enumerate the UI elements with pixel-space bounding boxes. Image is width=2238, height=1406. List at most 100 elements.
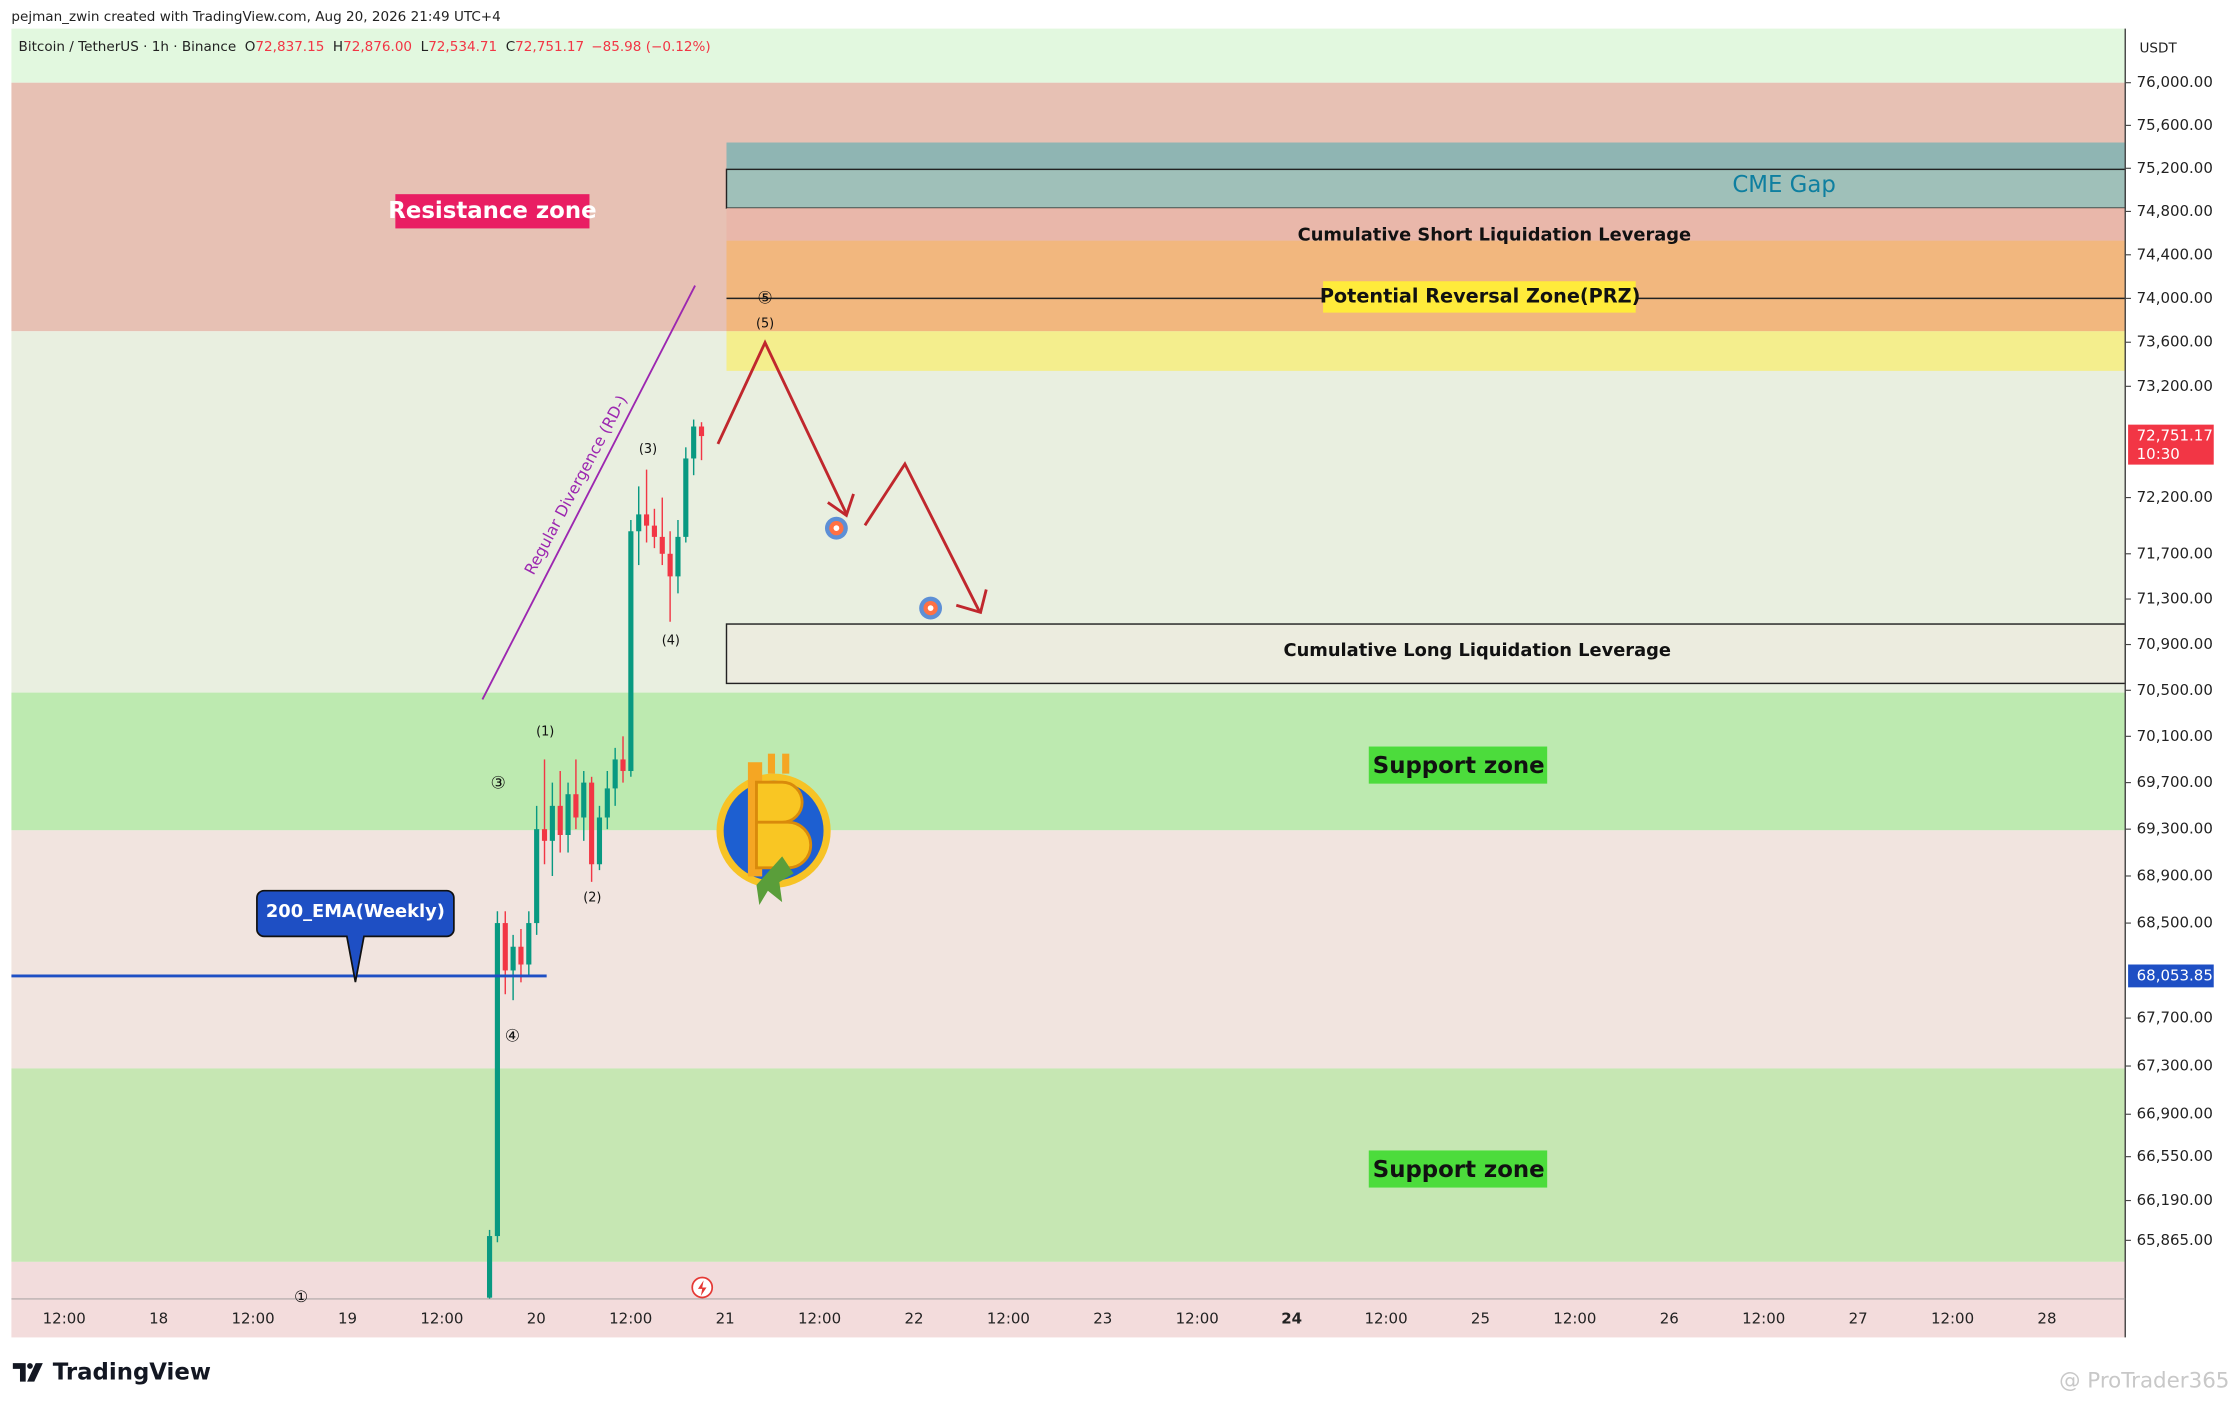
x-tick-label: 24 <box>1281 1309 1302 1327</box>
label-box <box>1368 1150 1548 1188</box>
candle-body <box>502 923 508 971</box>
ema-callout: 200_EMA(Weekly) <box>256 889 455 983</box>
y-tick-label: 66,550.00 <box>2137 1147 2213 1165</box>
wave-label: (4) <box>662 633 680 648</box>
y-tick-label: 74,400.00 <box>2137 245 2213 263</box>
zone <box>11 1261 2126 1299</box>
zone-label: Cumulative Long Liquidation Leverage <box>1284 640 1671 661</box>
candle-body <box>573 794 579 818</box>
ema-price-tag <box>2128 964 2214 988</box>
projection-box <box>726 331 2126 371</box>
x-axis: 12:00 18 12:00 19 12:00 20 12:00 21 12:00 22 12:00… <box>43 1309 2057 1327</box>
x-tick-label: 19 <box>338 1309 357 1327</box>
y-tick-label: 70,100.00 <box>2137 727 2213 745</box>
candle-body <box>526 923 532 965</box>
x-tick-label: 12:00 <box>1176 1309 1219 1327</box>
candle-body <box>549 805 555 841</box>
candle-body <box>659 536 665 554</box>
candle-body <box>494 923 500 1237</box>
y-tick-label: 74,800.00 <box>2137 202 2213 220</box>
zone <box>11 830 2126 1069</box>
last-price-label: 72,751.17 <box>2137 427 2213 445</box>
zones <box>11 28 2126 1299</box>
y-tick-label: 69,700.00 <box>2137 773 2213 791</box>
wave-label: ③ <box>490 774 505 794</box>
candle-body <box>612 759 618 789</box>
ema-price-label: 68,053.85 <box>2137 966 2213 984</box>
candle-body <box>589 782 595 865</box>
symbol-line: Bitcoin / TetherUS · 1h · Binance O72,837… <box>19 39 711 55</box>
x-tick-label: 18 <box>149 1309 168 1327</box>
y-axis: 76,000.00 75,600.00 75,200.00 74,800.00 74,4… <box>2125 73 2214 1249</box>
candle-body <box>628 531 634 772</box>
arrow-head <box>827 493 855 518</box>
x-tick-label: 25 <box>1471 1309 1490 1327</box>
brand-logo <box>12 1363 43 1382</box>
candle-body <box>691 426 697 459</box>
x-tick-label: 12:00 <box>987 1309 1030 1327</box>
x-tick-label: 12:00 <box>1742 1309 1785 1327</box>
zone <box>11 692 2126 831</box>
candle-body <box>636 514 642 532</box>
callout-shape <box>256 889 455 983</box>
y-tick-label: 68,900.00 <box>2137 866 2213 884</box>
x-tick-label: 27 <box>1849 1309 1868 1327</box>
candle-body <box>510 946 516 971</box>
wave-label: ① <box>294 1287 308 1306</box>
zone-label: CME Gap <box>1732 172 1836 198</box>
ohlc-value: 72,751.17 <box>515 39 584 55</box>
candle-body <box>534 829 540 924</box>
x-tick-label: 12:00 <box>1364 1309 1407 1327</box>
y-tick-label: 70,900.00 <box>2137 635 2213 653</box>
projection-box <box>726 208 2126 241</box>
ohlc-key: L <box>421 39 429 55</box>
y-tick-label: 67,700.00 <box>2137 1009 2213 1027</box>
ohlc-key: H <box>333 39 343 55</box>
x-tick-label: 20 <box>527 1309 546 1327</box>
y-tick-label: 73,200.00 <box>2137 377 2213 395</box>
divergence-line <box>481 285 696 700</box>
zone <box>11 1068 2126 1262</box>
y-tick-label: 75,600.00 <box>2137 116 2213 134</box>
ohlc-value: 72,837.15 <box>255 39 324 55</box>
candle-body <box>604 788 610 818</box>
y-tick-label: 74,000.00 <box>2137 289 2213 307</box>
symbol: Bitcoin / TetherUS · 1h · Binance <box>19 39 237 55</box>
x-axis-band <box>11 1298 2126 1338</box>
target-icon <box>919 596 943 620</box>
y-tick-label: 67,300.00 <box>2137 1057 2213 1075</box>
wave-label: ⑤ <box>757 288 772 308</box>
y-tick-label: 69,300.00 <box>2137 820 2213 838</box>
ohlc-key: O <box>245 39 256 55</box>
y-tick-label: 75,200.00 <box>2137 159 2213 177</box>
x-tick-label: 12:00 <box>609 1309 652 1327</box>
y-tick-label: 71,300.00 <box>2137 590 2213 608</box>
y-tick-label: 71,700.00 <box>2137 544 2213 562</box>
last-price-tag <box>2128 424 2214 465</box>
projection-box <box>725 168 2126 209</box>
wave-label: (3) <box>639 442 657 457</box>
zone-label: Resistance zone <box>388 198 596 224</box>
candle-body <box>667 553 673 577</box>
x-tick-label: 21 <box>716 1309 735 1327</box>
candle-body <box>557 805 563 835</box>
candle-body <box>565 794 571 835</box>
change: −85.98 (−0.12%) <box>591 39 710 55</box>
y-tick-label: 66,190.00 <box>2137 1191 2213 1209</box>
projection-leg <box>863 461 981 612</box>
y-tick-label: 76,000.00 <box>2137 73 2213 91</box>
candle-body <box>651 525 657 537</box>
y-tick-label: 70,500.00 <box>2137 681 2213 699</box>
zone-label: Cumulative Short Liquidation Leverage <box>1298 225 1692 246</box>
x-tick-label: 12:00 <box>798 1309 841 1327</box>
zone-label: Support zone <box>1373 753 1545 779</box>
x-tick-label: 26 <box>1660 1309 1679 1327</box>
wave-label: ④ <box>505 1026 520 1046</box>
wave-label: (2) <box>583 890 601 905</box>
wave-labels: (1) (2) (3) (4) (5) ③ ④ ⑤ ① <box>294 288 774 1306</box>
target-icon <box>824 516 848 540</box>
candle-body <box>683 458 689 537</box>
watermark: @ ProTrader365 <box>2059 1369 2229 1394</box>
brand-name: TradingView <box>53 1360 211 1386</box>
